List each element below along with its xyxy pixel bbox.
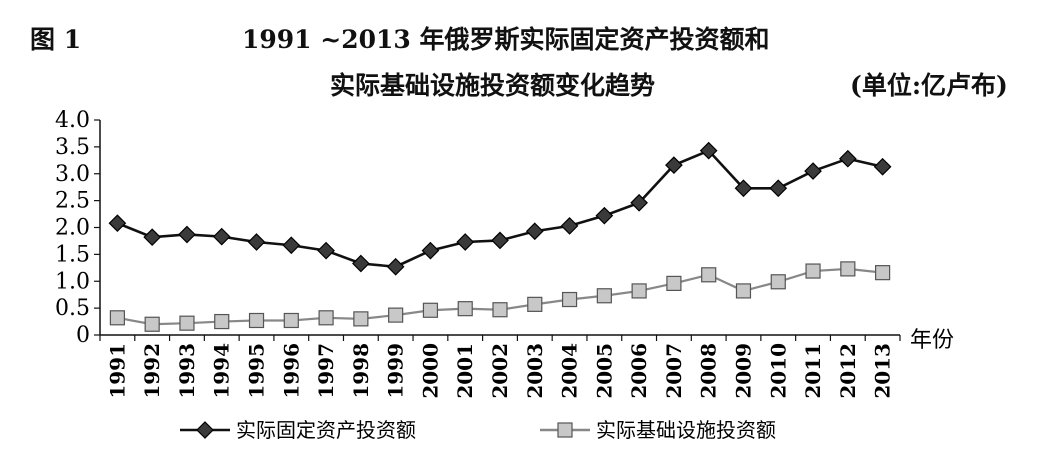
x-tick-label: 2004 bbox=[558, 343, 582, 399]
data-point bbox=[596, 288, 612, 304]
series-line bbox=[116, 149, 883, 269]
data-point bbox=[353, 311, 369, 327]
x-tick-label: 2007 bbox=[662, 343, 686, 399]
data-point bbox=[178, 225, 196, 244]
y-tick-label: 3.0 bbox=[55, 162, 90, 187]
x-tick-label: 2008 bbox=[697, 343, 721, 399]
y-axis-ticks: 00.51.01.52.02.53.03.54.0 bbox=[55, 108, 100, 348]
data-point bbox=[248, 312, 265, 329]
x-axis-ticks: 1991 1992 1993 1994 1995 1996 1997 1998 1999 2000… bbox=[99, 335, 901, 399]
data-point bbox=[769, 179, 788, 198]
x-tick-label: 2011 bbox=[801, 343, 825, 399]
data-point bbox=[525, 222, 544, 241]
data-point bbox=[422, 302, 439, 318]
data-point bbox=[840, 261, 856, 277]
data-point bbox=[561, 291, 578, 308]
data-point bbox=[317, 241, 335, 260]
data-point bbox=[212, 227, 231, 246]
data-point bbox=[491, 231, 509, 250]
x-tick-label: 2013 bbox=[871, 343, 895, 399]
legend-label: 实际固定资产投资额 bbox=[236, 418, 416, 442]
data-point bbox=[875, 265, 891, 281]
data-point bbox=[143, 228, 162, 247]
legend-label: 实际基础设施投资额 bbox=[596, 418, 776, 442]
data-point bbox=[283, 312, 299, 329]
data-point bbox=[318, 310, 334, 326]
data-point bbox=[421, 241, 440, 260]
x-tick-label: 1997 bbox=[314, 343, 338, 399]
series-layer bbox=[108, 141, 892, 332]
data-point bbox=[595, 206, 614, 225]
x-tick-label: 1992 bbox=[140, 343, 164, 399]
data-point bbox=[352, 254, 370, 273]
data-point bbox=[214, 313, 230, 330]
data-point bbox=[386, 257, 405, 276]
data-point bbox=[699, 141, 718, 160]
x-tick-label: 2003 bbox=[523, 343, 547, 399]
data-point bbox=[630, 193, 648, 212]
unit-label: (单位:亿卢布) bbox=[850, 71, 1008, 100]
x-tick-label: 2009 bbox=[731, 343, 755, 399]
x-tick-label: 2001 bbox=[453, 343, 477, 399]
legend-marker bbox=[196, 421, 214, 439]
x-tick-label: 1996 bbox=[279, 343, 303, 399]
x-tick-label: 1991 bbox=[105, 343, 129, 399]
data-point bbox=[665, 156, 683, 174]
x-tick-label: 2010 bbox=[766, 343, 790, 399]
data-point bbox=[805, 263, 821, 279]
data-point bbox=[666, 275, 682, 291]
x-tick-label: 1993 bbox=[175, 343, 199, 399]
legend: 实际固定资产投资额 实际基础设施投资额 bbox=[180, 418, 776, 442]
y-tick-label: 3.5 bbox=[55, 135, 90, 160]
series-2 bbox=[109, 261, 891, 332]
data-point bbox=[873, 157, 892, 176]
data-point bbox=[457, 301, 473, 317]
legend-item: 实际基础设施投资额 bbox=[540, 418, 776, 442]
data-point bbox=[560, 217, 579, 235]
legend-item: 实际固定资产投资额 bbox=[180, 418, 416, 442]
y-tick-label: 2.5 bbox=[55, 189, 90, 214]
y-tick-label: 0.5 bbox=[55, 296, 90, 321]
data-point bbox=[179, 315, 195, 331]
data-point bbox=[456, 233, 475, 251]
data-point bbox=[282, 236, 301, 255]
data-point bbox=[631, 283, 647, 299]
data-point bbox=[735, 283, 752, 299]
data-point bbox=[247, 233, 266, 251]
series-1 bbox=[108, 141, 892, 276]
x-tick-label: 2006 bbox=[627, 343, 651, 399]
data-point bbox=[108, 214, 127, 233]
y-tick-label: 0 bbox=[76, 323, 90, 348]
chart-title-line2: 实际基础设施投资额变化趋势 bbox=[330, 71, 656, 100]
x-tick-label: 2012 bbox=[836, 343, 860, 399]
chart-title-line1: 1991 ~2013 年俄罗斯实际固定资产投资额和 bbox=[242, 25, 770, 54]
y-tick-label: 4.0 bbox=[55, 108, 90, 133]
data-point bbox=[492, 302, 508, 318]
x-tick-label: 1999 bbox=[384, 343, 408, 399]
data-point bbox=[734, 179, 753, 198]
x-axis-title: 年份 bbox=[910, 328, 954, 353]
data-point bbox=[144, 316, 160, 332]
data-point bbox=[770, 274, 786, 290]
y-tick-label: 1.0 bbox=[55, 269, 90, 294]
y-tick-label: 1.5 bbox=[55, 242, 90, 267]
data-point bbox=[838, 149, 857, 168]
y-tick-label: 2.0 bbox=[55, 216, 90, 241]
data-point bbox=[388, 307, 404, 323]
x-tick-label: 2002 bbox=[488, 343, 512, 399]
data-point bbox=[701, 267, 717, 283]
figure-label: 图 1 bbox=[30, 25, 82, 54]
x-tick-label: 1994 bbox=[210, 343, 234, 399]
x-tick-label: 1998 bbox=[349, 343, 373, 399]
x-tick-label: 2005 bbox=[592, 343, 616, 399]
data-point bbox=[804, 162, 822, 180]
data-point bbox=[109, 310, 125, 326]
x-tick-label: 1995 bbox=[245, 343, 269, 399]
legend-marker bbox=[557, 422, 573, 438]
x-tick-label: 2000 bbox=[418, 343, 442, 399]
data-point bbox=[527, 296, 543, 312]
